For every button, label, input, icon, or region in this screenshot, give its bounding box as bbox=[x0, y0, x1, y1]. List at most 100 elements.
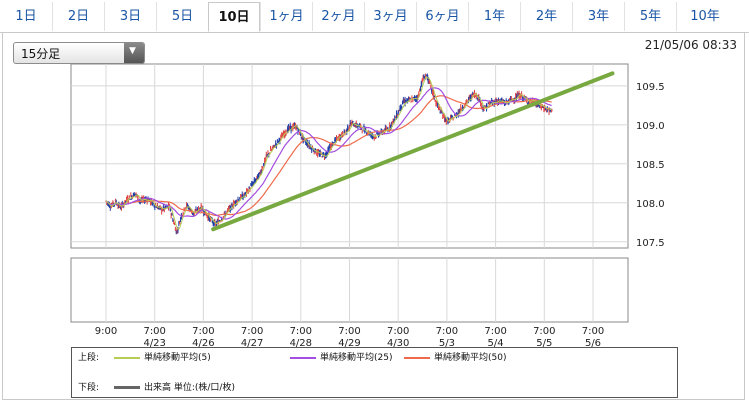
tab-2日[interactable]: 2日 bbox=[52, 2, 104, 31]
candle-body bbox=[376, 132, 378, 134]
tab-2ヶ月[interactable]: 2ヶ月 bbox=[312, 2, 364, 31]
candle-body bbox=[475, 95, 478, 98]
candle-body bbox=[545, 107, 547, 110]
dropdown-arrow-button[interactable]: ▼ bbox=[124, 43, 144, 63]
candle-body bbox=[442, 116, 444, 118]
candle-body bbox=[380, 129, 382, 131]
candle-body bbox=[278, 138, 281, 140]
candle-body bbox=[528, 101, 531, 103]
candle-body bbox=[265, 154, 268, 158]
candle-body bbox=[245, 192, 247, 193]
tab-5日[interactable]: 5日 bbox=[156, 2, 208, 31]
candle-body bbox=[156, 206, 158, 208]
candle-body bbox=[499, 99, 502, 102]
candle-body bbox=[159, 206, 161, 207]
candle-body bbox=[188, 207, 191, 209]
candle-body bbox=[404, 99, 406, 104]
candle-body bbox=[183, 207, 185, 210]
candle-body bbox=[401, 100, 404, 105]
candle-body bbox=[238, 199, 240, 201]
candle-body bbox=[318, 153, 321, 156]
candle-body bbox=[268, 153, 270, 155]
candle-body bbox=[351, 121, 353, 126]
candle-body bbox=[300, 136, 303, 138]
x-tick-date-label: 4/26 bbox=[192, 338, 214, 349]
candle-body bbox=[157, 207, 160, 209]
candle-body bbox=[170, 213, 173, 216]
candle-body bbox=[342, 135, 345, 137]
candle-body bbox=[110, 205, 113, 208]
candle-body bbox=[260, 171, 263, 173]
interval-select[interactable]: 15分足 ▼ bbox=[13, 42, 145, 64]
candle-body bbox=[480, 103, 483, 106]
chart-legend: 上段: 単純移動平均(5) 単純移動平均(25) 単純移動平均(50) 下段: … bbox=[71, 347, 678, 398]
candle-body bbox=[460, 106, 462, 112]
candle-body bbox=[543, 108, 545, 110]
candle-body bbox=[372, 136, 375, 137]
candle-body bbox=[361, 130, 364, 132]
candle-body bbox=[456, 113, 459, 115]
candle-body bbox=[114, 200, 117, 204]
tab-10年[interactable]: 10年 bbox=[676, 2, 733, 31]
tab-10日[interactable]: 10日 bbox=[208, 2, 260, 32]
tab-3年[interactable]: 3年 bbox=[572, 2, 624, 31]
candle-body bbox=[327, 148, 329, 151]
candle-body bbox=[124, 199, 126, 204]
candle-body bbox=[348, 129, 350, 131]
candle-body bbox=[377, 131, 379, 134]
candle-body bbox=[172, 219, 174, 221]
candle-body bbox=[347, 126, 349, 131]
candle-body bbox=[451, 115, 454, 118]
candle-body bbox=[236, 201, 239, 203]
candle-body bbox=[252, 183, 254, 186]
candle-body bbox=[149, 198, 151, 201]
candle-body bbox=[312, 150, 315, 152]
candle-body bbox=[409, 98, 412, 100]
candle-body bbox=[171, 214, 173, 216]
candle-body bbox=[240, 195, 242, 200]
tab-1日[interactable]: 1日 bbox=[15, 9, 37, 24]
tab-1年[interactable]: 1年 bbox=[468, 2, 520, 31]
candle-body bbox=[228, 208, 230, 210]
candle-body bbox=[485, 103, 488, 110]
candle-body bbox=[418, 93, 420, 97]
candle-body bbox=[162, 210, 164, 212]
candle-body bbox=[166, 205, 168, 207]
candle-body bbox=[540, 106, 543, 108]
candle-body bbox=[161, 208, 163, 212]
tab-3日[interactable]: 3日 bbox=[104, 2, 156, 31]
candle-body bbox=[354, 125, 356, 127]
sma50-line bbox=[105, 95, 552, 216]
candle-body bbox=[218, 220, 221, 222]
tab-3ヶ月[interactable]: 3ヶ月 bbox=[364, 2, 416, 31]
candle-body bbox=[300, 132, 302, 136]
legend-item-sma50: 単純移動平均(50) bbox=[404, 351, 506, 365]
legend-lower-row: 下段: 出来高 単位:(株/口/枚) bbox=[78, 381, 378, 395]
legend-item-sma25: 単純移動平均(25) bbox=[290, 351, 392, 365]
candle-body bbox=[239, 198, 241, 200]
x-tick-time-label: 7:00 bbox=[484, 326, 506, 337]
candle-body bbox=[195, 209, 197, 211]
tab-1ヶ月[interactable]: 1ヶ月 bbox=[260, 2, 312, 31]
candle-body bbox=[270, 148, 272, 152]
x-tick-time-label: 7:00 bbox=[241, 326, 263, 337]
candle-body bbox=[273, 144, 275, 147]
candle-body bbox=[470, 95, 472, 100]
candle-body bbox=[137, 195, 139, 200]
tab-6ヶ月[interactable]: 6ヶ月 bbox=[416, 2, 468, 31]
candle-body bbox=[135, 193, 137, 195]
candle-body bbox=[495, 99, 497, 102]
candle-body bbox=[490, 101, 492, 105]
candle-body bbox=[230, 204, 233, 206]
candle-body bbox=[400, 104, 402, 110]
candle-body bbox=[510, 97, 513, 100]
candle-body bbox=[422, 77, 424, 80]
candle-body bbox=[392, 119, 394, 121]
tab-2年[interactable]: 2年 bbox=[520, 2, 572, 31]
candle-body bbox=[501, 99, 503, 102]
legend-label-sma50: 単純移動平均(50) bbox=[434, 353, 507, 363]
candle-body bbox=[285, 133, 287, 135]
candle-body bbox=[237, 199, 239, 200]
y-tick-label: 109.0 bbox=[636, 121, 665, 132]
tab-5年[interactable]: 5年 bbox=[624, 2, 676, 31]
